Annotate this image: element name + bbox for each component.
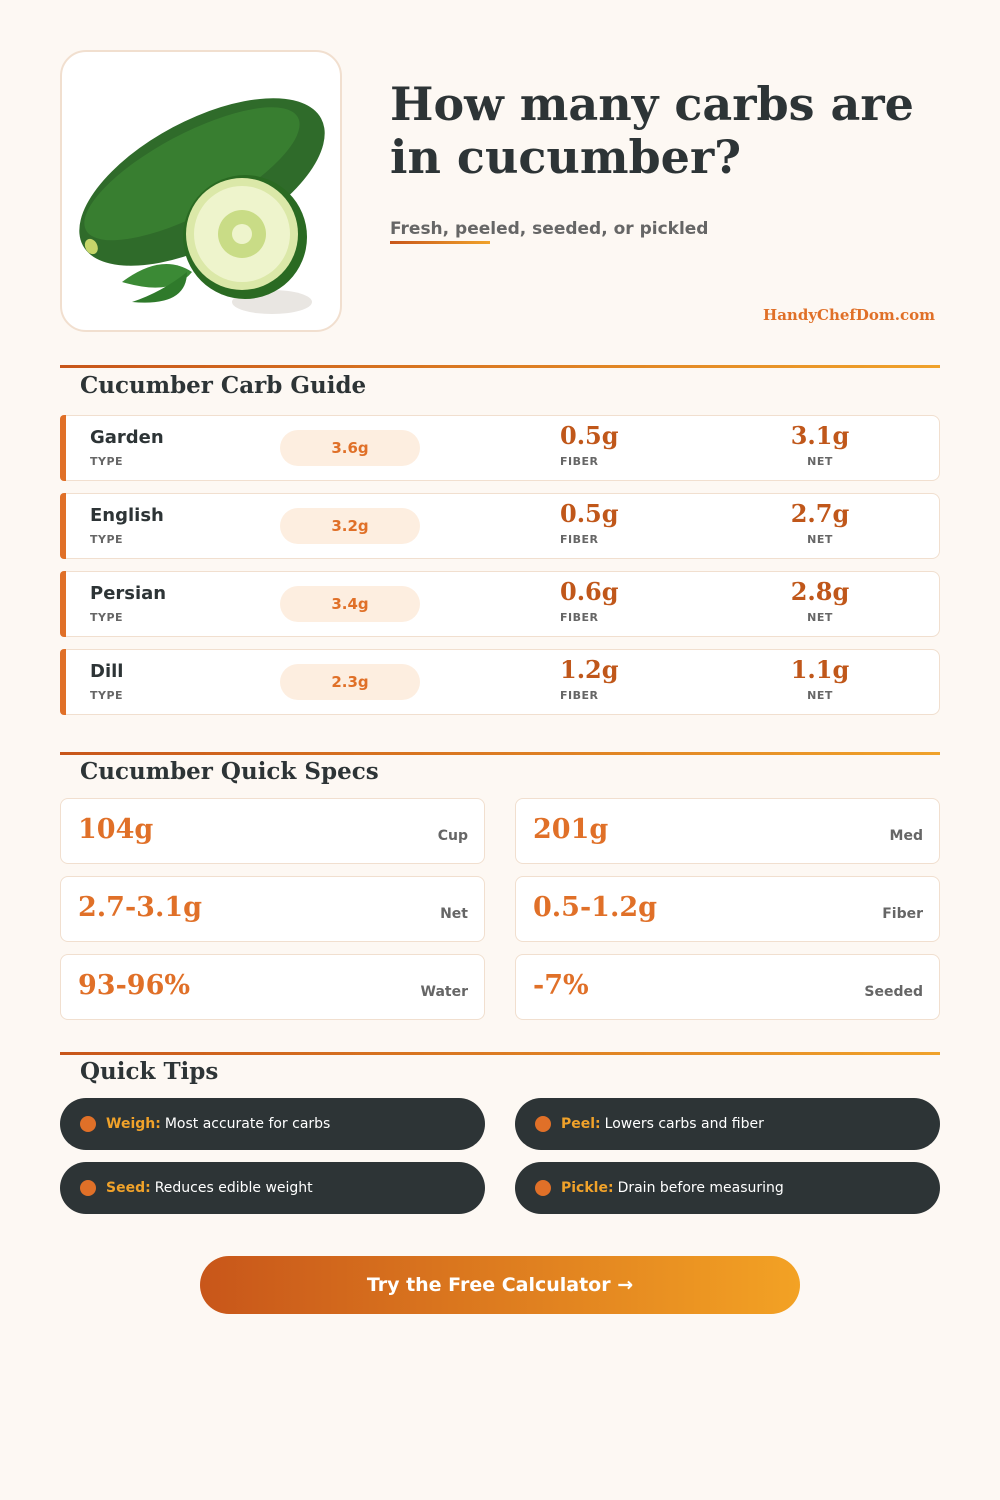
carbs-pill: 3.2g (280, 508, 420, 544)
fiber-value: 0.5g (560, 421, 619, 450)
tip-key: Pickle: (561, 1180, 614, 1196)
spec-label: Fiber (882, 906, 923, 922)
spec-label: Cup (437, 828, 468, 844)
net-value: 2.8g (790, 577, 850, 606)
tip-dot (535, 1180, 551, 1196)
carb-row: English TYPE 3.2g 0.5g FIBER 2.7g NET (60, 493, 940, 559)
tip-text: Lowers carbs and fiber (604, 1116, 764, 1132)
tip-pill: Weigh: Most accurate for carbs (60, 1098, 485, 1150)
fiber-value: 1.2g (560, 655, 619, 684)
net-label: NET (807, 689, 833, 702)
carbs-pill: 3.6g (280, 430, 420, 466)
tip-dot (80, 1116, 96, 1132)
tip-dot (80, 1180, 96, 1196)
type-name: Garden (90, 427, 164, 448)
spec-label: Med (889, 828, 923, 844)
net-label: NET (807, 611, 833, 624)
image-frame (60, 50, 342, 332)
type-label: TYPE (90, 533, 124, 546)
tip-text-line: Peel: Lowers carbs and fiber (561, 1098, 764, 1150)
fiber-label: FIBER (560, 455, 599, 468)
spec-value: -7% (533, 970, 589, 1001)
divider (60, 752, 940, 755)
carbs-pill: 2.3g (280, 664, 420, 700)
fiber-label: FIBER (560, 611, 599, 624)
tip-text: Reduces edible weight (154, 1180, 313, 1196)
divider (60, 1052, 940, 1055)
fiber-label: FIBER (560, 689, 599, 702)
spec-card: 2.7-3.1g Net (60, 876, 485, 942)
row-accent (60, 493, 66, 559)
type-label: TYPE (90, 689, 124, 702)
brand: HandyChefDom.com (763, 306, 935, 324)
tip-pill: Pickle: Drain before measuring (515, 1162, 940, 1214)
carb-row: Dill TYPE 2.3g 1.2g FIBER 1.1g NET (60, 649, 940, 715)
tip-text-line: Weigh: Most accurate for carbs (106, 1098, 330, 1150)
spec-card: -7% Seeded (515, 954, 940, 1020)
spec-label: Seeded (864, 984, 923, 1000)
net-label: NET (807, 533, 833, 546)
tip-text: Most accurate for carbs (164, 1116, 331, 1132)
tip-key: Seed: (106, 1180, 151, 1196)
type-name: Persian (90, 583, 167, 604)
tip-text: Drain before measuring (617, 1180, 784, 1196)
net-value: 2.7g (790, 499, 850, 528)
type-name: Dill (90, 661, 124, 682)
carb-row: Persian TYPE 3.4g 0.6g FIBER 2.8g NET (60, 571, 940, 637)
tip-key: Weigh: (106, 1116, 161, 1132)
spec-value: 0.5-1.2g (533, 892, 658, 923)
row-accent (60, 415, 66, 481)
row-accent (60, 649, 66, 715)
net-value: 3.1g (790, 421, 850, 450)
subtitle-underline (390, 241, 490, 244)
spec-value: 93-96% (78, 970, 191, 1001)
spec-card: 104g Cup (60, 798, 485, 864)
tip-text-line: Seed: Reduces edible weight (106, 1162, 313, 1214)
carbs-pill: 3.4g (280, 586, 420, 622)
type-label: TYPE (90, 455, 124, 468)
spec-value: 104g (78, 814, 154, 845)
cucumber-illustration (79, 98, 325, 314)
net-label: NET (807, 455, 833, 468)
net-value: 1.1g (790, 655, 850, 684)
section-title: Quick Tips (80, 1058, 219, 1085)
tip-pill: Peel: Lowers carbs and fiber (515, 1098, 940, 1150)
fiber-value: 0.6g (560, 577, 619, 606)
fiber-label: FIBER (560, 533, 599, 546)
spec-card: 0.5-1.2g Fiber (515, 876, 940, 942)
carb-row: Garden TYPE 3.6g 0.5g FIBER 3.1g NET (60, 415, 940, 481)
section-title: Cucumber Quick Specs (80, 758, 379, 785)
tip-dot (535, 1116, 551, 1132)
section-title: Cucumber Carb Guide (80, 372, 367, 399)
spec-label: Net (440, 906, 468, 922)
spec-value: 2.7-3.1g (78, 892, 203, 923)
row-accent (60, 571, 66, 637)
spec-label: Water (420, 984, 468, 1000)
spec-card: 93-96% Water (60, 954, 485, 1020)
fiber-value: 0.5g (560, 499, 619, 528)
divider (60, 365, 940, 368)
tip-text-line: Pickle: Drain before measuring (561, 1162, 784, 1214)
type-name: English (90, 505, 164, 526)
spec-card: 201g Med (515, 798, 940, 864)
tip-pill: Seed: Reduces edible weight (60, 1162, 485, 1214)
cta-button[interactable]: Try the Free Calculator → (200, 1256, 800, 1314)
subtitle: Fresh, peeled, seeded, or pickled (390, 219, 709, 239)
tip-key: Peel: (561, 1116, 601, 1132)
type-label: TYPE (90, 611, 124, 624)
spec-value: 201g (533, 814, 609, 845)
title: How many carbs are in cucumber? (390, 77, 914, 184)
